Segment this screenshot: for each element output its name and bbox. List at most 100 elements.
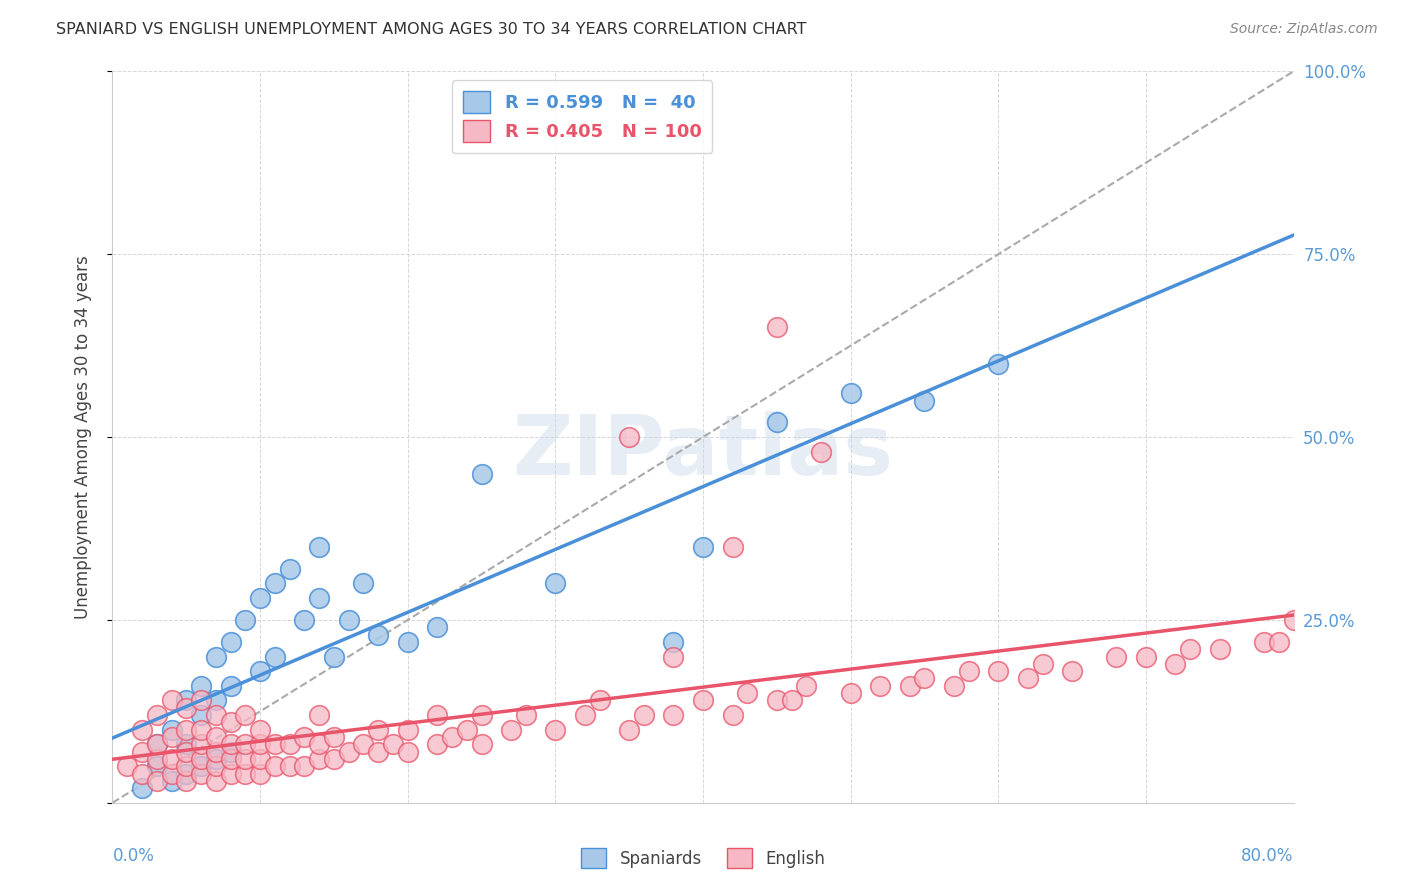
Point [337,613,360,627]
Point [426,708,449,723]
Point [426,620,449,634]
Point [131,723,153,737]
Point [219,635,242,649]
Point [957,664,980,678]
Point [190,679,212,693]
Point [308,540,330,554]
Point [470,737,494,751]
Point [146,759,169,773]
Point [292,730,315,744]
Point [323,752,346,766]
Point [352,576,374,591]
Point [426,737,449,751]
Point [396,745,419,759]
Point [308,737,330,751]
Point [839,686,862,700]
Point [396,723,419,737]
Point [190,759,212,773]
Point [278,562,301,576]
Point [146,737,169,751]
Point [352,737,374,751]
Point [174,766,197,780]
Text: 80.0%: 80.0% [1241,847,1294,864]
Point [264,576,287,591]
Point [205,708,228,723]
Point [367,723,389,737]
Point [249,664,271,678]
Point [662,635,685,649]
Point [898,679,921,693]
Point [441,730,464,744]
Point [174,700,197,714]
Point [662,649,685,664]
Point [174,773,197,788]
Point [662,708,685,723]
Point [337,745,360,759]
Point [205,693,228,707]
Point [1164,657,1187,671]
Point [146,737,169,751]
Point [914,672,936,686]
Point [396,635,419,649]
Point [810,444,832,458]
Y-axis label: Unemployment Among Ages 30 to 34 years: Unemployment Among Ages 30 to 34 years [73,255,91,619]
Point [233,708,256,723]
Point [131,766,153,780]
Point [515,708,537,723]
Point [233,752,256,766]
Point [160,730,183,744]
Point [160,723,183,737]
Point [766,320,789,334]
Text: Source: ZipAtlas.com: Source: ZipAtlas.com [1230,22,1378,37]
Point [249,591,271,605]
Point [292,613,315,627]
Point [987,664,1010,678]
Point [308,752,330,766]
Point [766,416,789,430]
Point [470,708,494,723]
Point [205,745,228,759]
Point [160,693,183,707]
Point [1017,672,1039,686]
Point [914,393,936,408]
Point [219,745,242,759]
Point [1135,649,1157,664]
Point [1268,635,1291,649]
Point [190,752,212,766]
Point [174,693,197,707]
Point [766,693,789,707]
Point [796,679,818,693]
Point [160,752,183,766]
Point [574,708,596,723]
Point [190,766,212,780]
Point [249,766,271,780]
Point [146,752,169,766]
Point [619,723,641,737]
Point [205,730,228,744]
Point [233,613,256,627]
Point [131,745,153,759]
Point [264,737,287,751]
Point [249,752,271,766]
Point [219,766,242,780]
Point [1062,664,1084,678]
Point [205,759,228,773]
Point [692,540,714,554]
Point [308,708,330,723]
Point [249,723,271,737]
Point [278,759,301,773]
Point [544,576,567,591]
Point [544,723,567,737]
Point [721,708,744,723]
Text: 0.0%: 0.0% [112,847,155,864]
Point [1208,642,1232,657]
Point [987,357,1010,371]
Point [367,627,389,641]
Point [146,708,169,723]
Point [219,715,242,730]
Point [323,649,346,664]
Point [249,737,271,751]
Point [233,766,256,780]
Point [780,693,803,707]
Point [264,649,287,664]
